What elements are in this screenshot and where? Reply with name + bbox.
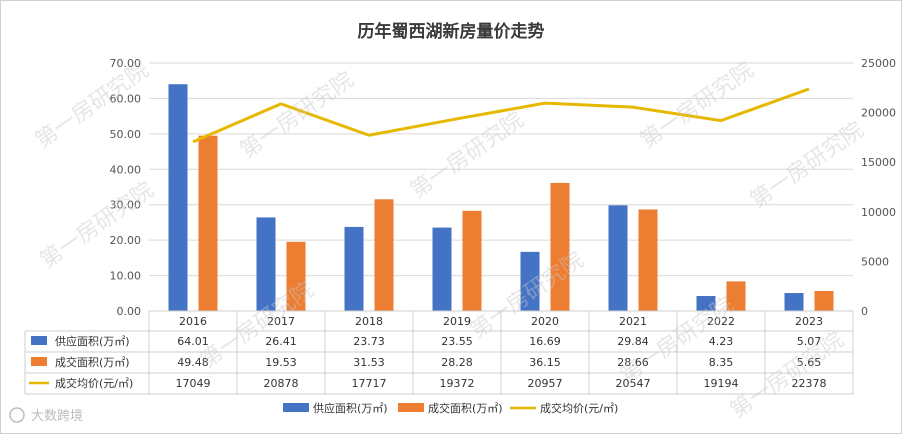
category-label: 2021 <box>619 315 647 328</box>
y-left-tick-label: 60.00 <box>110 92 142 105</box>
y-right-tick-label: 10000 <box>861 206 896 219</box>
y-left-tick-label: 30.00 <box>110 199 142 212</box>
legend-swatch <box>398 403 424 412</box>
table-cell: 26.41 <box>265 335 297 348</box>
legend-label: 成交面积(万㎡) <box>428 401 503 415</box>
bar-deal <box>638 209 658 311</box>
table-cell: 23.73 <box>353 335 385 348</box>
watermark-text: 第一房研究院 <box>636 58 758 154</box>
row-label: 供应面积(万㎡) <box>55 334 130 348</box>
category-label: 2020 <box>531 315 559 328</box>
bar-deal <box>726 281 746 311</box>
category-label: 2016 <box>179 315 207 328</box>
y-axis-right: 0 5000 10000 15000 20000 25000 <box>861 57 896 318</box>
line-series <box>192 87 810 144</box>
gridlines <box>149 62 853 312</box>
bar-supply <box>784 293 804 311</box>
table-cell: 22378 <box>792 377 827 390</box>
table-cell: 29.84 <box>617 335 649 348</box>
watermark-text: 第一房研究院 <box>746 118 868 214</box>
table-cell: 36.15 <box>529 356 561 369</box>
bar-supply <box>344 226 364 311</box>
table-cell: 49.48 <box>177 356 209 369</box>
row-legend-swatch <box>31 357 47 366</box>
table-cell: 64.01 <box>177 335 209 348</box>
y-right-tick-label: 20000 <box>861 107 896 120</box>
bar-deal <box>374 199 394 311</box>
table-cell: 5.65 <box>797 356 822 369</box>
bar-deal <box>462 210 482 311</box>
table-cell: 28.66 <box>617 356 649 369</box>
category-label: 2023 <box>795 315 823 328</box>
y-left-tick-label: 10.00 <box>110 270 142 283</box>
bar-supply <box>608 205 628 311</box>
category-label: 2018 <box>355 315 383 328</box>
brand-logo: 大数跨境 <box>9 407 83 424</box>
legend-label: 成交均价(元/㎡) <box>540 401 618 415</box>
table-cell: 20878 <box>264 377 299 390</box>
y-axis-left: 0.00 10.00 20.00 30.00 40.00 50.00 60.00 70.00 <box>110 57 142 318</box>
table-cell: 19194 <box>704 377 739 390</box>
y-right-tick-label: 5000 <box>861 255 889 268</box>
table-cell: 19372 <box>440 377 475 390</box>
table-cell: 16.69 <box>529 335 561 348</box>
table-cell: 20547 <box>616 377 651 390</box>
category-label: 2017 <box>267 315 295 328</box>
watermark-text: 第一房研究院 <box>36 178 158 274</box>
y-right-tick-label: 25000 <box>861 57 896 70</box>
data-table: 2016 2017 2018 2019 2020 2021 2022 2023 供应面积(万㎡)… <box>24 310 854 395</box>
y-right-tick-label: 0 <box>861 305 868 318</box>
table-cell: 8.35 <box>709 356 734 369</box>
category-label: 2022 <box>707 315 735 328</box>
bar-supply <box>168 84 188 312</box>
chart-title: 历年蜀西湖新房量价走势 <box>358 21 545 42</box>
bar-deal <box>198 135 218 311</box>
y-left-tick-label: 50.00 <box>110 128 142 141</box>
category-label: 2019 <box>443 315 471 328</box>
bar-supply <box>696 296 716 311</box>
bar-deal <box>286 241 306 311</box>
table-cell: 19.53 <box>265 356 297 369</box>
y-right-tick-label: 15000 <box>861 156 896 169</box>
table-cell: 31.53 <box>353 356 385 369</box>
row-legend-swatch <box>31 336 47 345</box>
table-cell: 17717 <box>352 377 387 390</box>
bar-supply <box>432 227 452 311</box>
legend-label: 供应面积(万㎡) <box>313 401 388 415</box>
legend-swatch <box>283 403 309 412</box>
legend: 供应面积(万㎡) 成交面积(万㎡) 成交均价(元/㎡) <box>283 401 618 415</box>
y-left-tick-label: 40.00 <box>110 163 142 176</box>
y-left-tick-label: 20.00 <box>110 234 142 247</box>
watermark-text: 第一房研究院 <box>726 328 848 424</box>
table-cell: 20957 <box>528 377 563 390</box>
table-cell: 23.55 <box>441 335 473 348</box>
bar-supply <box>256 217 276 311</box>
bar-deal <box>550 182 570 311</box>
row-label: 成交均价(元/㎡) <box>55 376 133 390</box>
table-cell: 4.23 <box>709 335 734 348</box>
price-line <box>192 87 810 144</box>
y-left-tick-label: 70.00 <box>110 57 142 70</box>
table-cell: 28.28 <box>441 356 473 369</box>
bar-series <box>168 84 834 312</box>
bar-deal <box>814 290 834 311</box>
table-cell: 17049 <box>176 377 211 390</box>
row-label: 成交面积(万㎡) <box>55 355 130 369</box>
bar-supply <box>520 251 540 311</box>
watermark-text: 第一房研究院 <box>406 108 528 204</box>
table-cell: 5.07 <box>797 335 822 348</box>
brand-label: 大数跨境 <box>31 409 83 424</box>
y-left-tick-label: 0.00 <box>117 305 142 318</box>
brand-icon <box>9 407 25 423</box>
